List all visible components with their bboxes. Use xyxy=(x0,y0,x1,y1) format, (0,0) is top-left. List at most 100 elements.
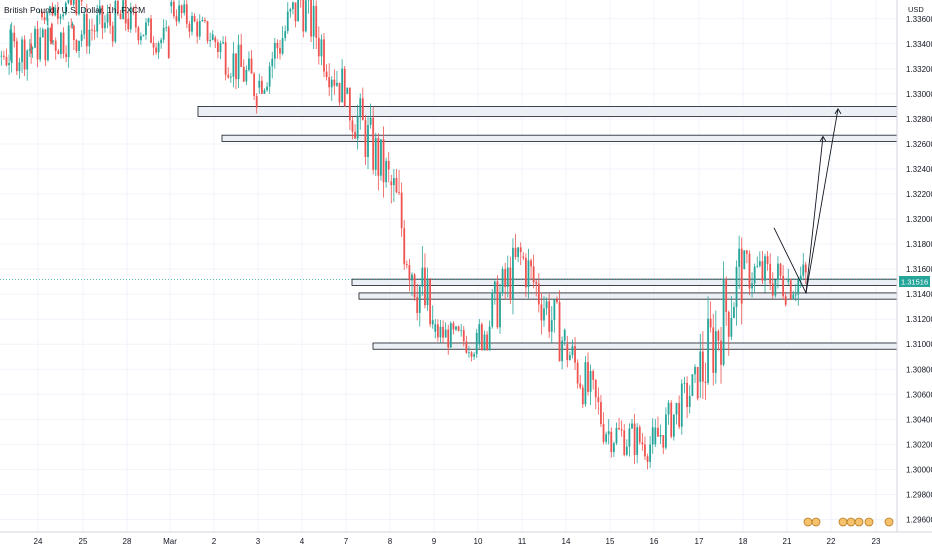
candle-body xyxy=(279,48,281,54)
candle-body xyxy=(548,301,551,332)
x-tick-label: 16 xyxy=(650,537,659,546)
candle-body xyxy=(738,248,741,267)
candle-body xyxy=(56,7,59,19)
candle-body xyxy=(774,279,777,296)
candle-body xyxy=(667,402,670,415)
candle-body xyxy=(782,275,785,297)
candle-body xyxy=(167,27,170,58)
candle-body xyxy=(142,34,145,37)
candle-body xyxy=(38,12,41,14)
y-tick-label: 1.30200 xyxy=(906,440,932,449)
candle-body xyxy=(725,280,728,312)
candle-body xyxy=(460,330,463,331)
candle-body xyxy=(198,21,201,37)
candle-body xyxy=(162,27,165,40)
candle-body xyxy=(284,31,287,39)
candle-body xyxy=(43,17,46,21)
candle-body xyxy=(566,344,569,361)
candle-body xyxy=(160,39,163,44)
candle-body xyxy=(18,62,21,72)
candle-body xyxy=(733,306,735,319)
candle-body xyxy=(442,326,444,338)
candle-body xyxy=(553,299,556,321)
candle-body xyxy=(49,27,52,42)
candle-body xyxy=(8,62,10,66)
candle-body xyxy=(743,250,746,270)
candle-body xyxy=(253,73,256,97)
candle-body xyxy=(129,7,132,30)
candle-body xyxy=(792,294,795,299)
candle-body xyxy=(651,427,654,445)
candle-body xyxy=(483,334,486,351)
candle-body xyxy=(39,37,42,60)
candle-body xyxy=(491,292,494,327)
candle-body xyxy=(764,256,766,281)
candle-body xyxy=(620,429,623,431)
candle-body xyxy=(431,320,434,325)
candle-body xyxy=(745,250,748,254)
candle-body xyxy=(54,40,57,51)
candle-body xyxy=(59,16,62,19)
us-flag-icon xyxy=(803,517,813,527)
candle-body xyxy=(26,50,29,70)
y-tick-label: 1.31400 xyxy=(906,290,932,299)
candle-body xyxy=(330,79,333,88)
candle-body xyxy=(636,427,639,455)
us-flag-icon xyxy=(838,517,848,527)
candle-body xyxy=(150,18,152,43)
candle-body xyxy=(602,424,605,442)
x-tick-label: 8 xyxy=(388,537,393,546)
candle-body xyxy=(556,299,558,303)
candle-body xyxy=(535,282,538,284)
candle-body xyxy=(691,374,694,396)
candle-body xyxy=(196,21,199,37)
candle-body xyxy=(281,38,284,54)
candle-body xyxy=(219,43,222,53)
candle-body xyxy=(356,115,359,139)
candle-body xyxy=(91,29,93,31)
candle-body xyxy=(338,82,341,103)
x-tick-label: Mar xyxy=(163,537,177,546)
candle-body xyxy=(618,427,620,430)
candle-body xyxy=(175,16,178,22)
y-tick-label: 1.33600 xyxy=(906,15,932,24)
candle-body xyxy=(341,68,344,103)
candle-body xyxy=(488,326,491,351)
x-tick-label: 11 xyxy=(518,537,527,546)
y-tick-label: 1.32400 xyxy=(906,165,932,174)
y-tick-label: 1.33000 xyxy=(906,90,932,99)
candle-body xyxy=(517,247,520,257)
candle-body xyxy=(587,362,589,392)
candle-body xyxy=(232,53,235,77)
x-tick-label: 10 xyxy=(474,537,483,546)
candle-body xyxy=(447,329,450,348)
candle-body xyxy=(242,66,245,82)
candle-body xyxy=(390,181,393,186)
x-tick-label: 14 xyxy=(562,537,571,546)
candle-body xyxy=(514,247,517,257)
candle-body xyxy=(111,25,114,42)
candle-body xyxy=(584,362,587,405)
candle-body xyxy=(191,15,193,32)
us-flag-icon xyxy=(864,517,874,527)
candle-body xyxy=(152,42,155,48)
candle-body xyxy=(561,340,564,362)
candle-body xyxy=(28,48,31,51)
candle-body xyxy=(641,442,644,445)
candle-body xyxy=(62,32,65,54)
candle-body xyxy=(789,280,792,299)
candle-body xyxy=(530,260,532,267)
x-tick-label: 2 xyxy=(212,537,217,546)
candle-body xyxy=(475,332,478,355)
candle-body xyxy=(594,379,597,398)
candle-body xyxy=(654,427,657,445)
candle-body xyxy=(70,25,73,27)
candle-body xyxy=(85,13,88,47)
candle-body xyxy=(260,80,263,94)
candle-body xyxy=(506,267,509,287)
candle-body xyxy=(403,228,406,265)
current-price-value: 1.31516 xyxy=(901,278,928,287)
candle-body xyxy=(117,1,119,14)
candle-body xyxy=(571,346,574,356)
candle-body xyxy=(501,268,504,294)
